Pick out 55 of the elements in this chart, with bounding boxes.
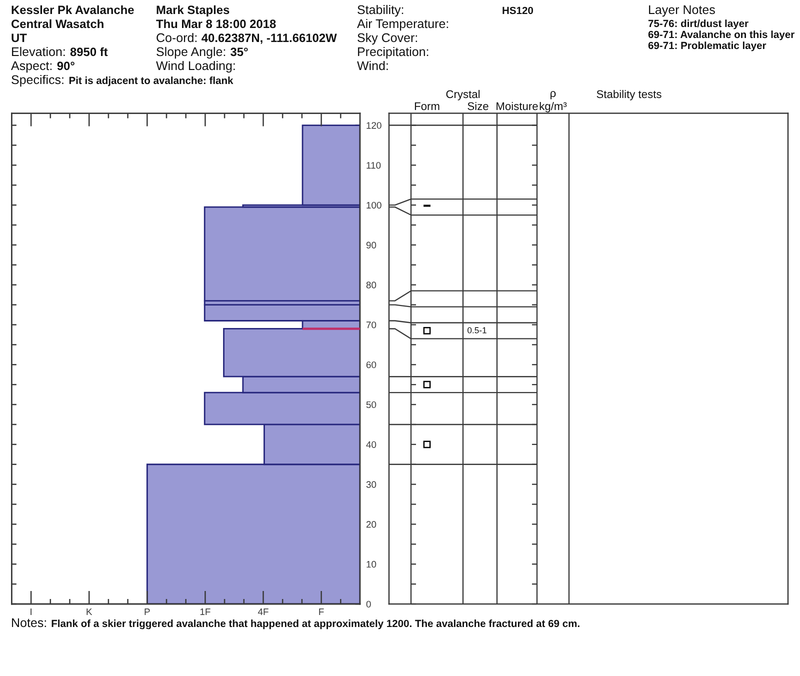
text: Aspect: [11, 61, 52, 73]
y-tick-label: 60 [366, 361, 376, 368]
y-tick-label: 20 [366, 521, 376, 528]
y-tick-label: 40 [366, 441, 376, 448]
text: 75-76: dirt/dust layer [648, 20, 748, 30]
category-label: Size [468, 102, 488, 110]
y-tick-label: 30 [366, 481, 376, 488]
text: I [30, 608, 32, 615]
text: Kessler Pk Avalanche [12, 5, 134, 14]
y-tick-label: 100 [366, 202, 382, 209]
text: Precipitation: [358, 46, 428, 59]
category-label: kg/m³ [540, 102, 567, 112]
y-tick-label: 120 [366, 122, 382, 129]
text: 69-71: Problematic layer [648, 42, 766, 52]
y-tick-label: 90 [366, 242, 376, 248]
text: 1F [200, 608, 210, 615]
text: 35° [230, 48, 248, 56]
text: 90° [57, 62, 74, 70]
text: Layer Notes [649, 5, 715, 17]
text: Pit is adjacent to avalanche: flank [69, 76, 234, 86]
category-label: Stability tests [596, 90, 662, 100]
text: UT [12, 34, 27, 42]
text: Slope Angle: [156, 46, 226, 59]
text: Thu Mar 8 18:00 2018 [156, 19, 276, 28]
text: 4F [258, 608, 268, 615]
text: Co-ord: [156, 32, 197, 42]
text: Central Wasatch [11, 19, 104, 28]
text: Mark Staples [156, 5, 230, 16]
text: Elevation: [12, 46, 65, 56]
text: Wind: [357, 60, 388, 70]
text: F [319, 608, 324, 615]
text: 40.62387N, -111.66102W [202, 34, 337, 44]
text: HS120 [502, 6, 534, 14]
y-tick-label: 110 [366, 162, 381, 169]
text: P [144, 608, 150, 615]
text: Stability: [358, 4, 404, 17]
text: K [86, 608, 92, 615]
text: Specifics: [12, 74, 64, 87]
y-tick-label: 0 [366, 600, 371, 608]
text: 69-71: Avalanche on this layer [648, 30, 794, 40]
category-label: Form [414, 102, 440, 110]
text: ρ [550, 91, 556, 100]
text: Air Temperature: [357, 18, 448, 31]
category-label: Moisture [496, 102, 538, 110]
y-tick-label: 10 [366, 560, 376, 568]
y-tick-label: 80 [366, 282, 376, 288]
text: Sky Cover: [358, 32, 417, 45]
text: Notes: [12, 618, 46, 628]
text: Flank of a skier triggered avalanche that happened at approximately 1200. The avalanche fractured at 69 cm. [52, 620, 580, 630]
annotation: 0.5-1 [468, 327, 486, 334]
text: Crystal [446, 90, 480, 100]
text: 8950 ft [70, 47, 108, 56]
y-tick-label: 70 [366, 322, 376, 328]
text: Wind Loading: [156, 60, 235, 73]
y-tick-label: 50 [366, 401, 376, 408]
